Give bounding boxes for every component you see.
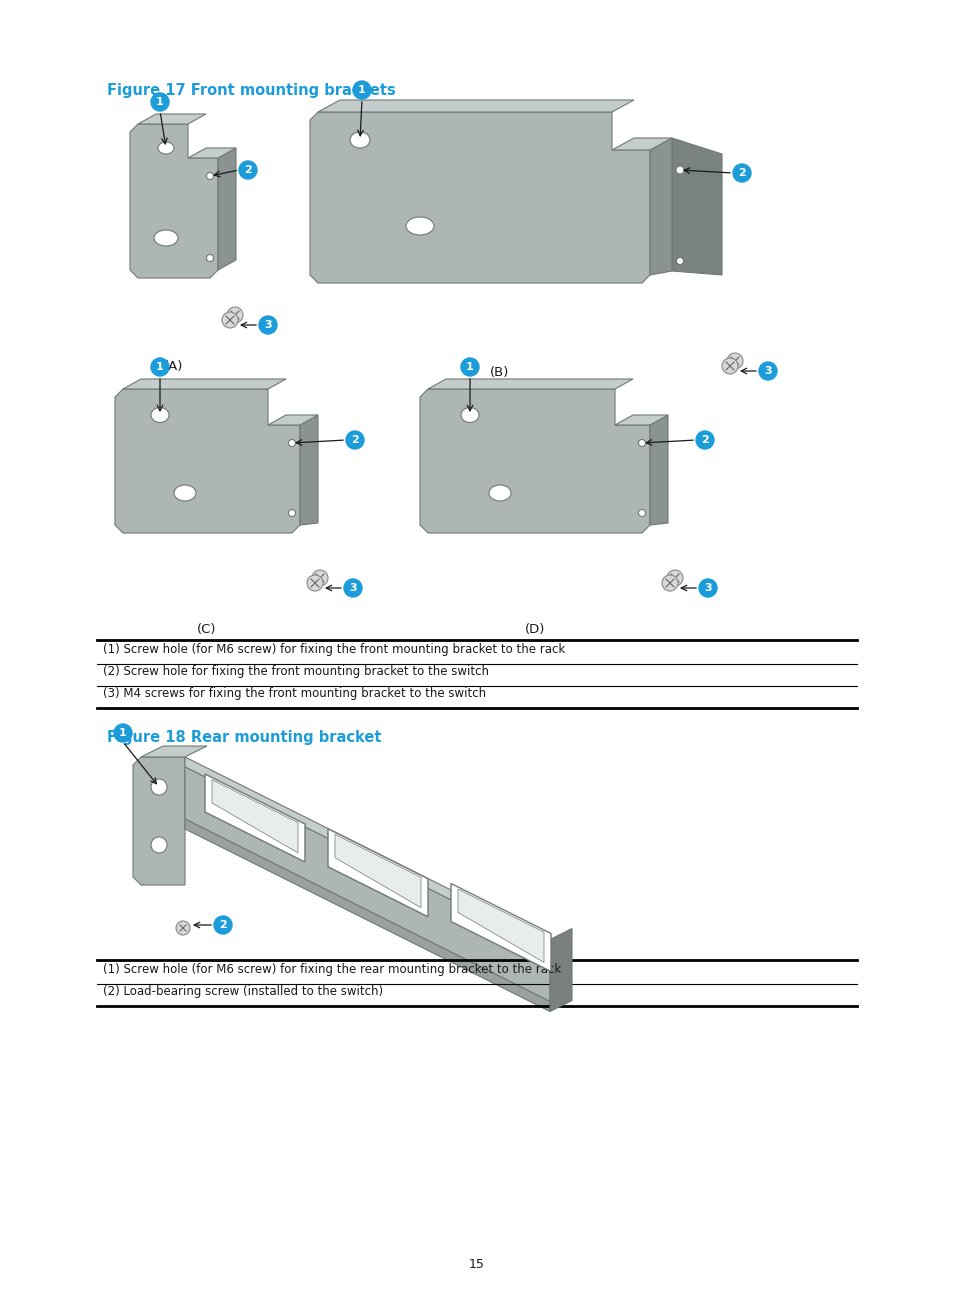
Polygon shape <box>328 828 428 916</box>
Text: 2: 2 <box>700 435 708 445</box>
Ellipse shape <box>153 229 178 246</box>
Circle shape <box>353 80 371 98</box>
Circle shape <box>666 570 682 586</box>
Polygon shape <box>188 148 235 158</box>
Circle shape <box>661 575 678 591</box>
Polygon shape <box>649 415 667 525</box>
Text: (D): (D) <box>524 623 544 636</box>
Text: (2) Screw hole for fixing the front mounting bracket to the switch: (2) Screw hole for fixing the front moun… <box>103 665 489 678</box>
Circle shape <box>113 724 132 743</box>
Polygon shape <box>141 746 207 757</box>
Polygon shape <box>185 767 550 1002</box>
Ellipse shape <box>638 509 645 517</box>
Text: 2: 2 <box>738 168 745 178</box>
Text: 1: 1 <box>466 362 474 372</box>
Circle shape <box>239 161 256 179</box>
Text: 2: 2 <box>351 435 358 445</box>
Text: 3: 3 <box>349 583 356 594</box>
Polygon shape <box>612 137 671 150</box>
Circle shape <box>344 579 361 597</box>
Ellipse shape <box>151 837 167 853</box>
Text: 1: 1 <box>357 86 366 95</box>
Polygon shape <box>310 111 649 283</box>
Circle shape <box>346 432 364 448</box>
Ellipse shape <box>151 779 167 794</box>
Polygon shape <box>218 148 235 270</box>
Text: 1: 1 <box>119 728 127 737</box>
Text: (3) M4 screws for fixing the front mounting bracket to the switch: (3) M4 screws for fixing the front mount… <box>103 687 486 700</box>
Circle shape <box>227 307 243 323</box>
Polygon shape <box>132 757 185 885</box>
Text: (C): (C) <box>197 623 216 636</box>
Polygon shape <box>615 415 667 425</box>
Circle shape <box>726 353 742 369</box>
Text: 3: 3 <box>264 320 272 330</box>
Circle shape <box>460 358 478 376</box>
Text: (B): (B) <box>490 365 509 378</box>
Ellipse shape <box>151 407 169 422</box>
Ellipse shape <box>460 407 478 422</box>
Polygon shape <box>185 757 550 950</box>
Polygon shape <box>317 100 634 111</box>
Circle shape <box>312 570 328 586</box>
Ellipse shape <box>173 485 195 502</box>
Polygon shape <box>130 124 218 279</box>
Polygon shape <box>115 389 299 533</box>
Text: 3: 3 <box>763 365 771 376</box>
Polygon shape <box>451 884 551 972</box>
Polygon shape <box>123 378 286 389</box>
Polygon shape <box>205 774 305 862</box>
Polygon shape <box>138 114 206 124</box>
Circle shape <box>732 165 750 181</box>
Polygon shape <box>649 137 671 275</box>
Ellipse shape <box>489 485 511 502</box>
Polygon shape <box>335 835 420 907</box>
Text: (2) Load-bearing screw (installed to the switch): (2) Load-bearing screw (installed to the… <box>103 985 383 998</box>
Polygon shape <box>428 378 633 389</box>
Text: 15: 15 <box>469 1258 484 1271</box>
Polygon shape <box>457 889 543 963</box>
Ellipse shape <box>288 439 295 447</box>
Ellipse shape <box>206 254 213 262</box>
Text: (1) Screw hole (for M6 screw) for fixing the front mounting bracket to the rack: (1) Screw hole (for M6 screw) for fixing… <box>103 643 565 656</box>
Polygon shape <box>212 780 297 853</box>
Circle shape <box>721 358 738 375</box>
Ellipse shape <box>638 439 645 447</box>
Circle shape <box>258 316 276 334</box>
Text: 1: 1 <box>156 362 164 372</box>
Text: 2: 2 <box>244 165 252 175</box>
Ellipse shape <box>406 216 434 235</box>
Polygon shape <box>268 415 317 425</box>
Text: Figure 18 Rear mounting bracket: Figure 18 Rear mounting bracket <box>107 730 381 745</box>
Polygon shape <box>419 389 649 533</box>
Ellipse shape <box>158 143 173 154</box>
Polygon shape <box>185 819 550 1011</box>
Text: (A): (A) <box>164 360 184 373</box>
Circle shape <box>175 921 190 934</box>
Text: 2: 2 <box>219 920 227 931</box>
Circle shape <box>759 362 776 380</box>
Circle shape <box>151 93 169 111</box>
Text: 1: 1 <box>156 97 164 108</box>
Ellipse shape <box>676 258 682 264</box>
Circle shape <box>222 312 237 328</box>
Circle shape <box>213 916 232 934</box>
Ellipse shape <box>350 132 370 148</box>
Polygon shape <box>550 928 572 1011</box>
Circle shape <box>699 579 717 597</box>
Text: Figure 17 Front mounting brackets: Figure 17 Front mounting brackets <box>107 83 395 98</box>
Text: 3: 3 <box>703 583 711 594</box>
Circle shape <box>151 358 169 376</box>
Ellipse shape <box>676 166 683 174</box>
Text: (1) Screw hole (for M6 screw) for fixing the rear mounting bracket to the rack: (1) Screw hole (for M6 screw) for fixing… <box>103 963 560 976</box>
Circle shape <box>696 432 713 448</box>
Ellipse shape <box>206 172 213 180</box>
Polygon shape <box>299 415 317 525</box>
Polygon shape <box>671 137 721 275</box>
Circle shape <box>307 575 323 591</box>
Ellipse shape <box>288 509 295 517</box>
